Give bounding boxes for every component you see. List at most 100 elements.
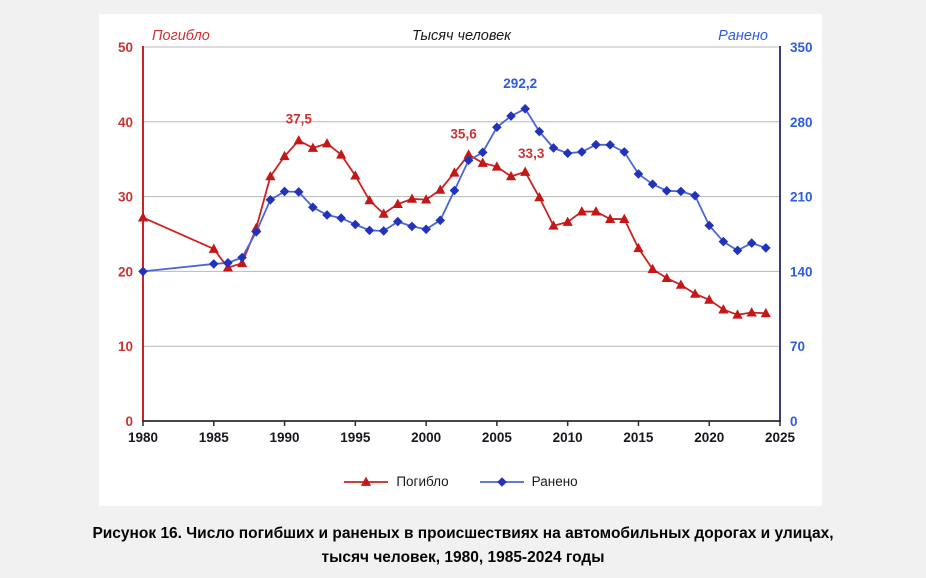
diamond-marker <box>138 266 148 277</box>
right-axis-tick-label: 210 <box>790 190 813 205</box>
diamond-marker <box>435 215 446 226</box>
diamond-marker <box>591 139 601 150</box>
diamond-marker <box>732 245 743 256</box>
diamond-marker <box>761 243 771 253</box>
right-axis-title: Ранено <box>718 28 768 44</box>
triangle-marker <box>279 150 290 161</box>
triangle-marker <box>732 309 743 319</box>
caption-line-1: Рисунок 16. Число погибших и раненых в п… <box>92 525 834 542</box>
triangle-marker <box>336 149 347 159</box>
diamond-marker <box>463 155 474 166</box>
triangle-marker <box>562 216 573 226</box>
chart-panel <box>99 14 822 506</box>
triangle-marker <box>307 142 318 152</box>
x-tick-label: 1995 <box>340 430 371 445</box>
diamond-marker <box>350 219 361 230</box>
diamond-marker <box>293 187 304 197</box>
triangle-marker <box>378 208 389 218</box>
diamond-marker <box>492 122 502 133</box>
diamond-marker <box>251 227 262 237</box>
triangle-marker <box>137 212 149 222</box>
right-axis-tick-label: 0 <box>790 414 798 429</box>
chart-title: Тысяч человек <box>411 28 512 44</box>
triangle-marker <box>505 171 517 181</box>
diamond-marker <box>496 476 507 487</box>
x-tick-label: 2000 <box>411 430 441 445</box>
diamond-marker <box>336 213 346 223</box>
triangle-marker <box>576 206 587 216</box>
triangle-marker <box>491 161 502 171</box>
x-tick-label: 2020 <box>694 430 724 445</box>
left-axis-tick-label: 20 <box>118 264 133 279</box>
triangle-marker <box>746 307 757 317</box>
legend-item-injured: Ранено <box>479 474 578 489</box>
triangle-marker <box>619 213 630 223</box>
x-tick-label: 1990 <box>270 430 300 445</box>
diamond-marker <box>393 216 403 227</box>
triangle-marker <box>406 193 418 203</box>
data-label-35-6: 35,6 <box>450 127 477 142</box>
triangle-marker <box>208 243 219 253</box>
diamond-marker <box>746 238 757 248</box>
triangle-marker <box>661 272 672 283</box>
triangle-marker <box>704 294 715 304</box>
right-axis-tick-label: 140 <box>790 264 813 279</box>
data-label-33-3: 33,3 <box>518 146 545 161</box>
x-tick-label: 1980 <box>128 430 158 445</box>
triangle-marker <box>361 476 372 486</box>
triangle-marker <box>520 166 531 176</box>
legend-injured-label: Ранено <box>531 474 578 489</box>
triangle-marker <box>675 279 687 289</box>
diamond-marker <box>308 202 318 213</box>
diamond-marker <box>548 143 559 153</box>
left-axis-tick-label: 0 <box>125 414 133 429</box>
diamond-marker <box>279 186 290 197</box>
triangle-marker <box>463 149 474 159</box>
diamond-marker <box>676 186 686 197</box>
caption-line-2: тысяч человек, 1980, 1985-2024 годы <box>321 549 605 566</box>
legend-item-died: Погибло <box>343 474 449 489</box>
triangle-marker <box>449 167 460 177</box>
triangle-marker <box>236 257 248 268</box>
x-tick-label: 2010 <box>553 430 583 445</box>
triangle-marker <box>364 194 375 205</box>
triangle-marker <box>534 191 545 202</box>
legend: Погибло Ранено <box>99 474 822 489</box>
legend-died-label: Погибло <box>396 474 449 489</box>
x-tick-label: 1985 <box>199 430 230 445</box>
left-axis-tick-label: 30 <box>118 190 133 205</box>
diamond-marker <box>237 252 247 263</box>
triangle-marker <box>647 263 658 274</box>
diamond-marker <box>577 147 587 157</box>
triangle-marker <box>689 288 701 298</box>
plot-area: 1980 1985 1990 1995 2000 2005 2010 2015 2020 2025… <box>118 40 813 445</box>
triangle-marker <box>350 170 361 180</box>
data-label-292-2: 292,2 <box>503 76 537 91</box>
diamond-marker <box>208 259 219 269</box>
left-axis-tick-label: 40 <box>118 115 133 130</box>
data-label-37-5: 37,5 <box>286 112 313 127</box>
triangle-marker <box>605 213 616 223</box>
diamond-marker <box>647 179 658 190</box>
diamond-marker <box>421 224 431 235</box>
diamond-marker <box>449 185 460 196</box>
triangle-marker <box>293 135 304 145</box>
right-axis-tick-label: 350 <box>790 40 813 55</box>
triangle-marker <box>435 184 446 194</box>
series-line-pogiblo <box>142 139 766 316</box>
triangle-marker <box>633 242 644 253</box>
diamond-marker <box>364 225 375 236</box>
diamond-marker <box>562 148 573 159</box>
triangle-marker <box>477 157 488 167</box>
series-raneno <box>138 103 771 277</box>
diamond-marker <box>322 210 332 220</box>
left-axis-title: Погибло <box>152 28 210 44</box>
triangle-marker <box>421 194 432 204</box>
left-axis-tick-label: 50 <box>118 40 133 55</box>
triangle-marker <box>265 171 276 181</box>
triangle-marker <box>760 307 771 318</box>
diamond-marker <box>520 103 530 114</box>
diamond-marker <box>477 147 488 158</box>
diamond-marker <box>534 126 545 137</box>
